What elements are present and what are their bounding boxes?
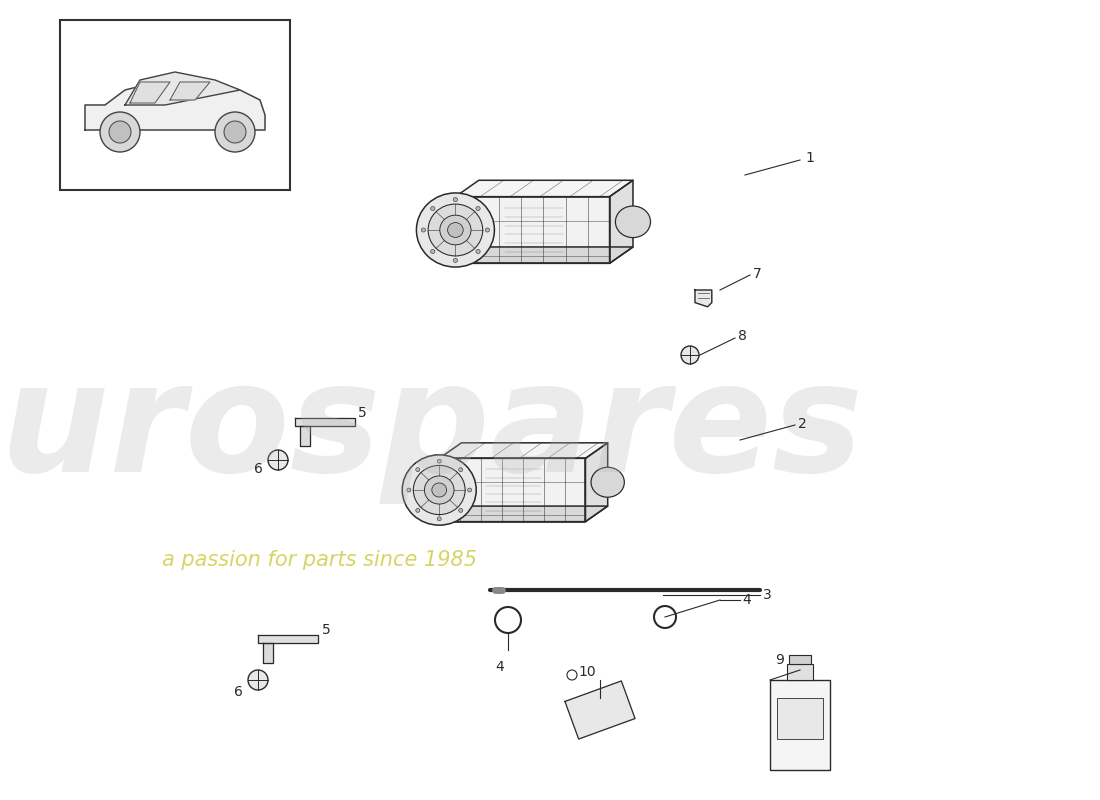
Ellipse shape (416, 509, 420, 512)
Ellipse shape (468, 488, 472, 492)
Ellipse shape (615, 206, 650, 238)
Circle shape (681, 346, 698, 364)
Text: 1: 1 (805, 151, 814, 165)
Text: eurospares: eurospares (0, 355, 864, 505)
Polygon shape (170, 82, 210, 100)
Text: 7: 7 (754, 267, 761, 281)
Polygon shape (258, 635, 318, 643)
Ellipse shape (453, 258, 458, 262)
Ellipse shape (459, 509, 463, 512)
Polygon shape (778, 698, 823, 738)
Polygon shape (125, 72, 240, 105)
Polygon shape (85, 80, 265, 130)
Text: 6: 6 (233, 685, 242, 699)
Polygon shape (789, 654, 811, 664)
Circle shape (268, 450, 288, 470)
Ellipse shape (453, 198, 458, 202)
Ellipse shape (421, 228, 426, 232)
Ellipse shape (417, 193, 494, 267)
Polygon shape (455, 180, 632, 197)
Ellipse shape (416, 468, 420, 471)
Text: 5: 5 (358, 406, 366, 420)
Polygon shape (130, 82, 170, 103)
Circle shape (109, 121, 131, 143)
Text: 8: 8 (738, 329, 747, 343)
Polygon shape (786, 664, 813, 680)
Text: 6: 6 (254, 462, 263, 476)
Ellipse shape (428, 204, 483, 256)
Polygon shape (585, 443, 607, 522)
Polygon shape (455, 247, 632, 263)
Polygon shape (439, 506, 607, 522)
Ellipse shape (425, 476, 454, 504)
Ellipse shape (459, 468, 463, 471)
Ellipse shape (407, 488, 411, 492)
Polygon shape (609, 180, 632, 263)
Text: a passion for parts since 1985: a passion for parts since 1985 (163, 550, 477, 570)
Ellipse shape (437, 517, 441, 521)
Polygon shape (295, 418, 355, 426)
Polygon shape (695, 290, 712, 306)
Ellipse shape (440, 215, 471, 245)
Text: 5: 5 (322, 623, 331, 637)
Polygon shape (770, 680, 830, 770)
Text: 4: 4 (742, 593, 750, 607)
Ellipse shape (591, 467, 625, 498)
Text: 4: 4 (496, 660, 505, 674)
Ellipse shape (485, 228, 490, 232)
Ellipse shape (414, 466, 465, 514)
Ellipse shape (431, 206, 434, 210)
Ellipse shape (476, 250, 481, 254)
Text: 2: 2 (798, 417, 806, 431)
Ellipse shape (437, 459, 441, 463)
Polygon shape (455, 197, 609, 263)
Polygon shape (565, 681, 635, 739)
Polygon shape (263, 643, 273, 663)
Circle shape (248, 670, 268, 690)
Text: 3: 3 (763, 588, 772, 602)
Polygon shape (439, 458, 585, 522)
Ellipse shape (476, 206, 481, 210)
Circle shape (224, 121, 246, 143)
Circle shape (100, 112, 140, 152)
Polygon shape (300, 426, 310, 446)
Bar (60, 20, 290, 190)
Ellipse shape (431, 250, 434, 254)
Circle shape (214, 112, 255, 152)
Text: 9: 9 (776, 653, 784, 667)
Ellipse shape (448, 222, 463, 238)
Ellipse shape (403, 455, 476, 525)
Ellipse shape (432, 483, 447, 497)
Text: 10: 10 (578, 665, 595, 679)
Polygon shape (439, 443, 607, 458)
